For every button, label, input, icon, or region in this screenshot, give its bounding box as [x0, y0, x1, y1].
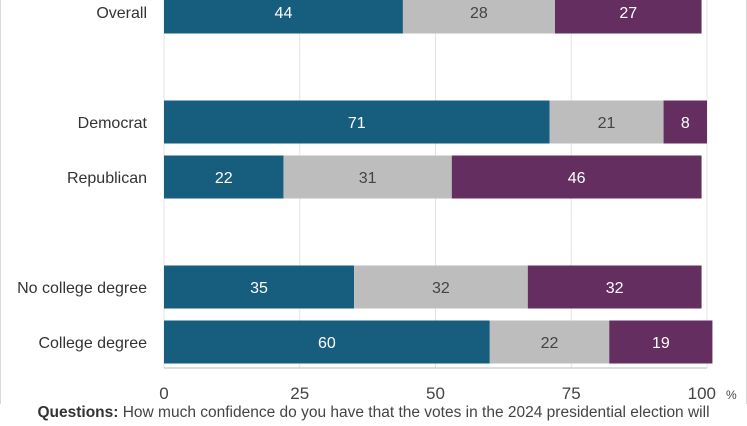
data-label: 71 [348, 115, 366, 132]
bar-segment [451, 155, 702, 199]
x-tick-label: 100 [688, 384, 716, 403]
bar-segment [549, 100, 664, 144]
category-label: Overall [96, 5, 147, 22]
x-tick-label: 25 [290, 384, 309, 403]
bar-segment [283, 155, 452, 199]
category-label: Republican [67, 170, 147, 187]
bar-segment [164, 265, 355, 309]
category-label: Democrat [78, 115, 148, 132]
data-label: 22 [541, 335, 559, 352]
footnote-text: How much confidence do you have that the… [122, 404, 710, 421]
data-label: 19 [652, 335, 670, 352]
stacked-bar-chart: Overall 44 28 27 Democrat 71 21 8 Republican 22 31… [17, 0, 737, 403]
x-tick-label: 50 [426, 384, 445, 403]
data-label: 28 [470, 5, 488, 22]
bar-segment [489, 320, 610, 364]
data-label: 32 [432, 280, 450, 297]
x-tick-label: 0 [159, 384, 168, 403]
footnote: Questions: How much confidence do you ha… [0, 404, 747, 422]
data-label: 60 [318, 335, 336, 352]
category-label: No college degree [17, 280, 147, 297]
bar-segment [164, 0, 403, 34]
bar-segment [164, 320, 490, 364]
data-label: 35 [250, 280, 268, 297]
bar-segment [663, 100, 707, 144]
x-tick-label: 75 [562, 384, 581, 403]
data-label: 22 [215, 170, 233, 187]
data-label: 31 [359, 170, 377, 187]
data-label: 46 [568, 170, 586, 187]
data-label: 27 [619, 5, 637, 22]
bar-segment [554, 0, 702, 34]
bar-segment [527, 265, 702, 309]
data-label: 44 [275, 5, 293, 22]
x-unit-label: % [726, 388, 737, 402]
bar-segment [164, 100, 550, 144]
bar-segment [609, 320, 713, 364]
data-label: 8 [681, 115, 690, 132]
data-label: 21 [598, 115, 616, 132]
bar-segment [402, 0, 555, 34]
footnote-label: Questions: [37, 404, 119, 421]
bar-segment [164, 155, 284, 199]
left-border [0, 0, 1, 404]
bar-segment [354, 265, 528, 309]
category-label: College degree [38, 335, 147, 352]
data-label: 32 [606, 280, 624, 297]
